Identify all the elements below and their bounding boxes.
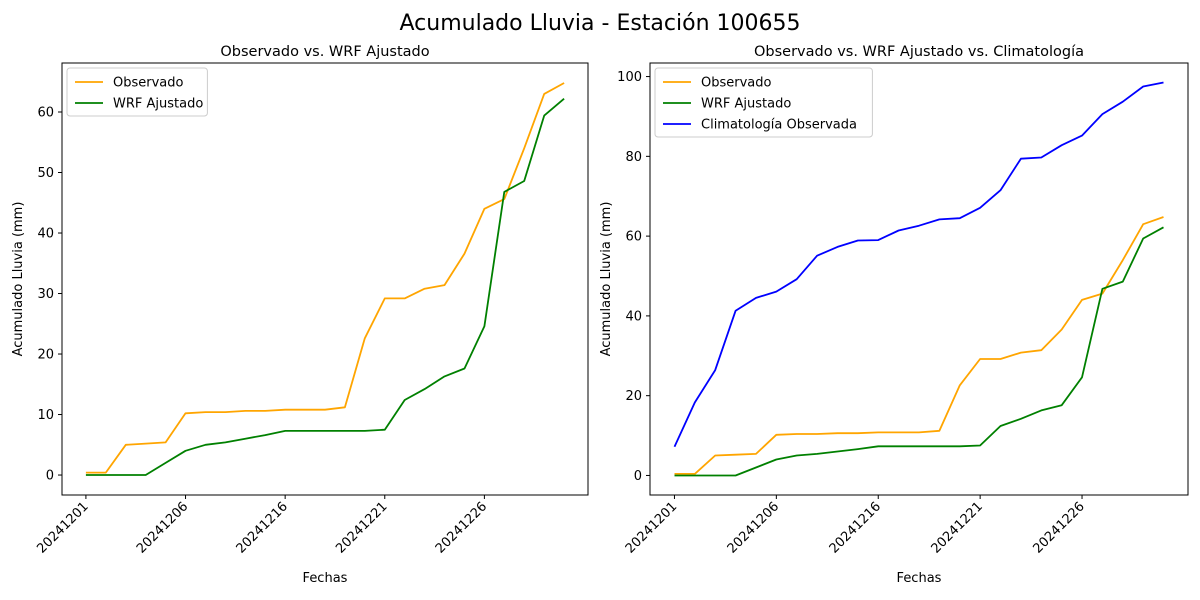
y-axis-label: Acumulado Lluvia (mm) xyxy=(11,202,26,357)
chart-observado-wrf: Observado vs. WRF Ajustado 0 10 20 30 40 50 60 2… xyxy=(11,44,589,586)
plot-frame xyxy=(649,62,1189,496)
series-line-wrf-ajustado xyxy=(674,226,1164,477)
y-tick-label: 40 xyxy=(37,227,54,242)
plot-frame xyxy=(61,62,589,496)
x-axis-label: Fechas xyxy=(303,571,348,586)
y-axis-label: Acumulado Lluvia (mm) xyxy=(599,202,614,357)
y-tick-label: 20 xyxy=(37,348,54,363)
legend-label-observado: Observado xyxy=(113,76,184,91)
legend-box xyxy=(654,67,873,138)
x-tick-label: 20241226 xyxy=(433,499,490,556)
x-tick-label: 20241201 xyxy=(623,499,680,556)
series-line-observado xyxy=(674,216,1164,475)
legend-label-wrf-ajustado: WRF Ajustado xyxy=(701,97,791,112)
chart-title: Observado vs. WRF Ajustado vs. Climatolo… xyxy=(754,44,1084,60)
x-tick-label: 20241216 xyxy=(234,499,291,556)
y-tick-label: 60 xyxy=(37,106,54,121)
x-axis-label: Fechas xyxy=(897,571,942,586)
y-tick-label: 100 xyxy=(617,70,642,85)
series-line-wrf-ajustado xyxy=(85,98,565,476)
y-tick-label: 10 xyxy=(37,408,54,423)
figure-title: Acumulado Lluvia - Estación 100655 xyxy=(400,11,801,36)
x-tick-label: 20241226 xyxy=(1030,499,1087,556)
y-tick-label: 50 xyxy=(37,166,54,181)
legend-label-wrf-ajustado: WRF Ajustado xyxy=(113,97,203,112)
legend-label-observado: Observado xyxy=(701,76,772,91)
y-tick-label: 0 xyxy=(634,469,642,484)
chart-title: Observado vs. WRF Ajustado xyxy=(220,44,429,60)
x-tick-label: 20241206 xyxy=(134,499,191,556)
series-line-climatolog-a-observada xyxy=(673,81,1164,448)
y-tick-label: 0 xyxy=(46,469,54,484)
legend-box xyxy=(66,67,208,117)
x-tick-label: 20241216 xyxy=(827,499,884,556)
x-tick-label: 20241206 xyxy=(725,499,782,556)
y-tick-label: 60 xyxy=(625,230,642,245)
series-line-observado xyxy=(85,82,565,474)
x-tick-label: 20241221 xyxy=(333,499,390,556)
y-tick-label: 20 xyxy=(625,389,642,404)
x-tick-label: 20241221 xyxy=(929,499,986,556)
y-tick-label: 30 xyxy=(37,287,54,302)
legend-label-climatolog-a-observada: Climatología Observada xyxy=(701,118,857,133)
chart-observado-wrf-climatologia: Observado vs. WRF Ajustado vs. Climatolo… xyxy=(599,44,1189,586)
x-tick-label: 20241201 xyxy=(34,499,91,556)
y-tick-label: 80 xyxy=(625,150,642,165)
y-tick-label: 40 xyxy=(625,309,642,324)
